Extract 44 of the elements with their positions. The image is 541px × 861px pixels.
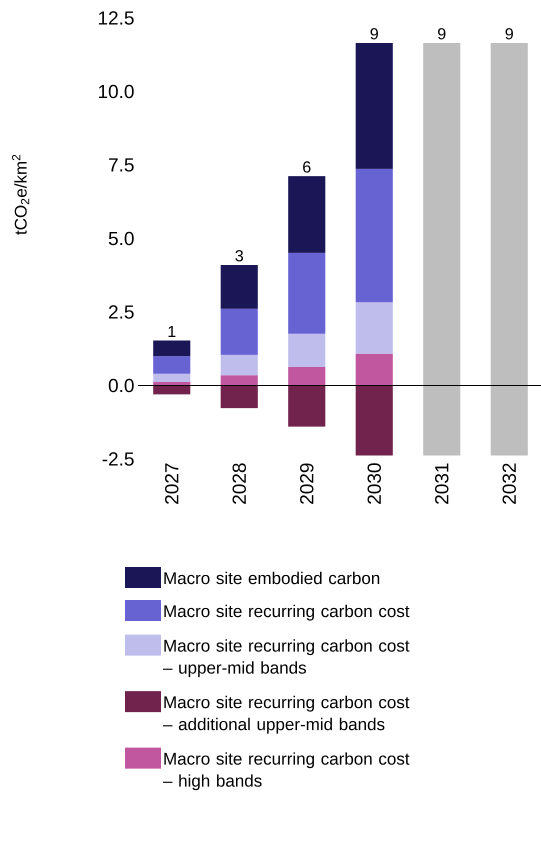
legend-label: Macro site recurring carbon cost – additional upper-mid bands xyxy=(163,696,410,734)
bar xyxy=(220,354,258,376)
annotation: 6 xyxy=(303,161,310,173)
x-tick-label: 2027 xyxy=(165,463,178,504)
legend-label: Macro site recurring carbon cost xyxy=(164,604,410,621)
bar xyxy=(153,374,190,382)
annotation: 3 xyxy=(235,250,243,262)
bar xyxy=(356,385,393,456)
x-tick-label: 2028 xyxy=(232,463,246,504)
y-tick-label: 12.5 xyxy=(98,11,134,25)
bar xyxy=(153,356,190,374)
y-tick-label: 5.0 xyxy=(108,232,134,246)
bar xyxy=(153,385,190,394)
legend-label: Macro site recurring carbon cost – high bands xyxy=(163,752,410,790)
x-tick-label: 2029 xyxy=(300,463,314,504)
y-axis-title: tCO$_{2}$e/km$^{2}$ xyxy=(12,154,30,235)
x-tick-label: 2031 xyxy=(435,463,448,504)
annotation: 9 xyxy=(506,28,513,40)
bar xyxy=(153,340,190,356)
annotation: 1 xyxy=(168,326,176,337)
bar xyxy=(356,42,393,169)
y-tick-label: 7.5 xyxy=(109,158,134,172)
bar xyxy=(356,168,393,302)
bar xyxy=(356,354,393,386)
legend-label: Macro site embodied carbon xyxy=(164,572,380,584)
annotation: 9 xyxy=(370,28,378,40)
x-tick-label: 2030 xyxy=(368,463,381,504)
y-tick-label: 10.0 xyxy=(98,84,134,98)
bar xyxy=(288,366,326,386)
bar xyxy=(356,302,393,354)
bar xyxy=(288,385,326,427)
bar xyxy=(220,264,258,309)
x-tick-label: 2032 xyxy=(502,463,516,504)
bar xyxy=(288,176,326,253)
y-tick-label: 0.0 xyxy=(108,378,134,392)
annotation: 9 xyxy=(438,28,446,40)
bar xyxy=(220,385,258,408)
bar xyxy=(220,308,258,355)
y-tick-label: 2.5 xyxy=(109,305,134,319)
bar xyxy=(288,252,326,334)
bar xyxy=(288,334,326,367)
bar xyxy=(220,375,258,386)
y-tick-label: -2.5 xyxy=(102,452,134,466)
legend-label: Macro site recurring carbon cost – upper-mid bands xyxy=(163,639,410,678)
